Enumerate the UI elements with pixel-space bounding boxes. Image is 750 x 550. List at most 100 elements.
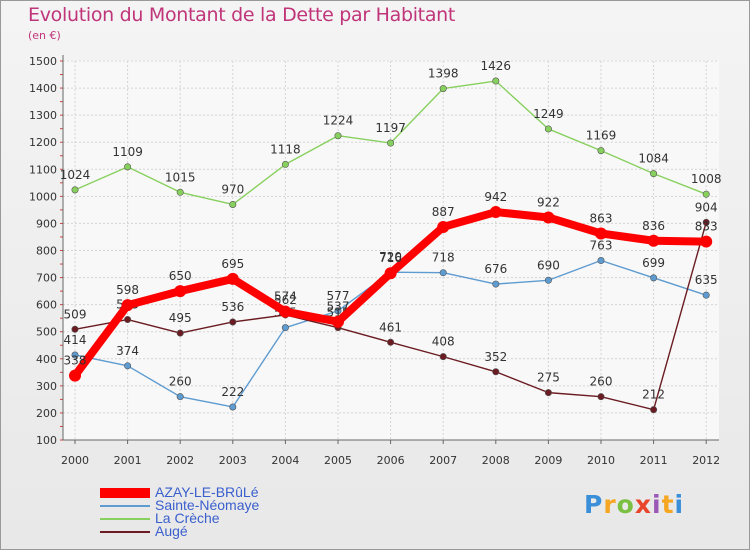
- data-point: [597, 257, 605, 265]
- legend-label-la-creche: La Crèche: [155, 510, 220, 526]
- data-point: [650, 406, 658, 414]
- data-point: [69, 369, 81, 382]
- x-tick-label: 2007: [429, 454, 457, 467]
- data-label: 763: [590, 239, 613, 253]
- data-point: [176, 188, 184, 196]
- x-tick-label: 2009: [534, 454, 562, 467]
- data-label: 574: [274, 290, 297, 304]
- data-point: [492, 280, 500, 288]
- data-point: [281, 324, 289, 332]
- logo-letter: P: [584, 490, 604, 519]
- data-point: [492, 368, 500, 376]
- data-label: 577: [327, 289, 350, 303]
- data-label: 887: [432, 205, 455, 219]
- data-label: 699: [642, 256, 665, 270]
- data-point: [174, 285, 187, 298]
- y-tick-label: 700: [36, 272, 57, 285]
- data-label: 1118: [270, 142, 301, 156]
- logo-letter: t: [661, 490, 675, 519]
- data-point: [439, 85, 447, 93]
- data-label: 374: [116, 344, 139, 358]
- data-label: 904: [695, 200, 718, 214]
- x-tick-label: 2008: [482, 454, 510, 467]
- data-point: [334, 307, 342, 315]
- legend-swatch-azay: [100, 488, 150, 498]
- data-point: [437, 220, 450, 233]
- legend-label-auge: Augé: [155, 523, 188, 539]
- data-label: 495: [169, 311, 192, 325]
- data-point: [226, 272, 239, 285]
- x-tick-label: 2010: [587, 454, 615, 467]
- data-label: 1169: [586, 129, 617, 143]
- data-point: [702, 291, 710, 299]
- x-tick-label: 2003: [219, 454, 247, 467]
- data-label: 408: [432, 335, 455, 349]
- data-point: [542, 211, 555, 224]
- data-point: [439, 353, 447, 361]
- data-label: 536: [221, 300, 244, 314]
- data-label: 1224: [323, 114, 354, 128]
- data-point: [489, 206, 502, 219]
- y-tick-label: 1300: [29, 109, 57, 122]
- data-label: 836: [642, 219, 665, 233]
- data-point: [71, 351, 79, 359]
- x-tick-label: 2002: [166, 454, 194, 467]
- data-label: 1426: [481, 59, 512, 73]
- y-tick-label: 1000: [29, 190, 57, 203]
- legend-swatch-auge: [100, 531, 150, 533]
- data-label: 509: [64, 307, 87, 321]
- data-label: 833: [695, 220, 718, 234]
- logo-letter: i: [652, 490, 662, 519]
- y-tick-label: 600: [36, 299, 57, 312]
- data-point: [650, 170, 658, 178]
- data-point: [229, 200, 237, 208]
- data-point: [124, 362, 132, 370]
- x-tick-label: 2006: [377, 454, 405, 467]
- data-label: 690: [537, 258, 560, 272]
- data-label: 922: [537, 195, 560, 209]
- data-point: [647, 234, 660, 247]
- data-point: [176, 393, 184, 401]
- x-tick-label: 2001: [114, 454, 142, 467]
- data-label: 275: [537, 371, 560, 385]
- data-label: 461: [379, 320, 402, 334]
- data-point: [229, 318, 237, 326]
- data-point: [176, 329, 184, 337]
- legend-swatch-sainte-neomaye: [100, 505, 150, 507]
- data-label: 260: [169, 375, 192, 389]
- data-label: 1084: [638, 152, 669, 166]
- x-tick-label: 2004: [271, 454, 299, 467]
- data-label: 1197: [375, 121, 406, 135]
- data-label: 338: [64, 354, 87, 368]
- y-tick-label: 900: [36, 217, 57, 230]
- data-point: [595, 227, 607, 240]
- data-label: 718: [432, 251, 455, 265]
- y-tick-label: 400: [36, 353, 57, 366]
- legend-swatch-la-creche: [100, 518, 150, 520]
- logo-letter: o: [616, 490, 635, 519]
- x-tick-label: 2000: [61, 454, 89, 467]
- data-point: [387, 338, 395, 346]
- data-point: [279, 305, 292, 318]
- chart-title: Evolution du Montant de la Dette par Hab…: [28, 4, 456, 26]
- data-point: [281, 160, 289, 168]
- data-label: 650: [169, 269, 192, 283]
- y-tick-label: 1500: [29, 55, 57, 68]
- data-label: 1024: [60, 168, 91, 182]
- data-label: 720: [379, 250, 402, 264]
- data-point: [124, 163, 132, 171]
- data-point: [387, 139, 395, 147]
- chart-subtitle: (en €): [28, 29, 61, 42]
- data-point: [71, 186, 79, 194]
- logo-letter: x: [634, 490, 652, 519]
- data-point: [702, 218, 710, 226]
- data-point: [334, 132, 342, 140]
- y-tick-label: 1200: [29, 136, 57, 149]
- data-point: [544, 276, 552, 284]
- legend-label-azay: AZAY-LE-BRûLé: [155, 484, 259, 500]
- logo-letter: r: [603, 490, 617, 519]
- logo-letter: i: [674, 490, 685, 519]
- legend-label-sainte-neomaye: Sainte-Néomaye: [155, 497, 260, 513]
- data-label: 676: [484, 262, 507, 276]
